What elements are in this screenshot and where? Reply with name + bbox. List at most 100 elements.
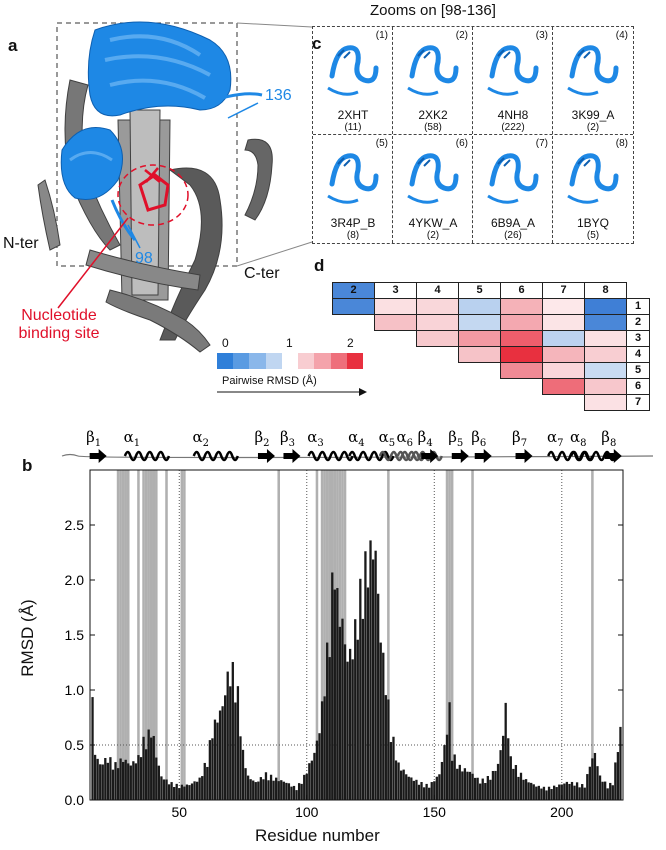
rmsd-bar [532,784,535,800]
rmsd-bar [550,789,553,800]
protein-blue-region [60,21,263,241]
rmsd-bar [440,761,444,800]
panel-a-structure [37,21,313,353]
rmsd-bar [142,736,145,800]
zoom-cell-pdb-id: 3R4P_B [330,216,376,230]
rmsd-bar [453,754,456,800]
y-tick-label: 1.5 [65,627,85,643]
matrix-cell [542,298,585,315]
rmsd-bar [91,697,94,800]
panel-a-letter: a [8,36,18,55]
alpha-helix-coil [378,450,426,462]
highlight-band [183,470,186,800]
zoom-cell-pdb-id: 2XHT [337,108,369,122]
zoom-title: Zooms on [98-136] [370,2,496,19]
rmsd-bar [604,781,607,800]
legend-arrow [217,388,367,396]
matrix-cell [458,346,501,363]
rmsd-bar [132,761,135,800]
zoom-cell-number: (7) [535,138,548,149]
matrix-col-header: 7 [542,282,585,299]
rmsd-bar [315,740,319,800]
rmsd-bar [341,618,344,800]
rmsd-bar [494,770,497,800]
rmsd-bar [206,766,209,800]
matrix-cell [500,314,543,331]
rmsd-bar [231,661,234,800]
legend-tick-1: 1 [286,336,293,350]
rmsd-bar [583,787,586,800]
rmsd-bar [356,639,359,800]
rmsd-bar [458,764,461,800]
zoom-grid: (1) 2XHT (11) (2) 2XK2 (58) (3) 4NH8 (222) (4) 3K9… [312,26,634,244]
rmsd-bar [389,742,393,800]
alpha-helix-coil [396,450,443,462]
beta-strand-arrow [421,449,439,463]
rmsd-bar [239,736,242,800]
matrix-cell [458,330,501,347]
rmsd-bar [563,783,566,800]
highlight-band [119,470,122,800]
rmsd-bar [104,758,107,800]
rmsd-bar [165,779,168,800]
helix-fragment-image [327,45,379,96]
rmsd-bar [517,776,520,800]
rmsd-bar [241,749,245,800]
alpha-helix-coil [348,450,395,462]
matrix-cell [542,314,585,331]
zoom-cell: (8) 1BYQ (5) [554,136,632,242]
rmsd-bar [512,768,515,800]
label-cter: C-ter [244,265,280,282]
beta-strand-arrow [89,449,107,463]
rmsd-bar [331,572,334,800]
rmsd-bar [208,740,212,800]
rmsd-bar [267,780,270,800]
zoom-cell: (2) 2XK2 (58) [394,28,472,134]
rmsd-bar [384,695,387,800]
label-nter: N-ter [3,235,39,252]
highlight-band [165,470,168,800]
matrix-cell [500,298,543,315]
rmsd-bar [527,782,530,800]
matrix-cell [416,330,459,347]
rmsd-bar [333,589,336,800]
zoom-cell-count: (2) [426,230,440,241]
rmsd-bar [433,781,436,800]
rmsd-bar [519,772,523,800]
rmsd-bar [448,702,451,800]
matrix-cell [542,362,585,379]
rmsd-bar [415,779,418,800]
rmsd-bar [318,733,321,800]
rmsd-bar [338,626,342,800]
zoom-cell-count: (8) [346,230,360,241]
rmsd-bar [173,787,176,800]
ss-label: β7 [512,428,527,449]
rmsd-bar [272,780,275,800]
zoom-cell-number: (2) [455,30,468,41]
zoom-cell-pdb-id: 1BYQ [576,216,609,230]
rmsd-bar [127,763,130,800]
x-tick-label: 200 [550,804,574,820]
rmsd-bar [555,787,558,800]
rmsd-bar [134,763,138,800]
rmsd-bar [295,790,298,800]
rmsd-bar [93,754,97,800]
secondary-structure-track: β1 α1 α2 β2 β3 α3 α4 α5 α6 β4 β5 β6 β7 α7 α8 β8 [61,428,654,463]
rmsd-bar [591,758,594,800]
helix-fragment-image [487,45,539,96]
rmsd-bar [244,768,247,800]
ss-label: β3 [280,428,295,449]
rmsd-bar [326,642,329,800]
highlight-band [277,470,280,800]
rmsd-bar [374,550,377,800]
rmsd-bar [540,788,543,800]
rmsd-bar [175,783,178,800]
alpha-helix-coil [123,450,171,462]
highlight-band [320,470,324,800]
matrix-cell [542,330,585,347]
zoom-cell: (4) 3K99_A (2) [554,28,632,134]
rmsd-bar [249,779,252,800]
rmsd-bar [616,752,620,800]
helix-fragment-image [407,45,459,96]
rmsd-bar [178,788,181,800]
